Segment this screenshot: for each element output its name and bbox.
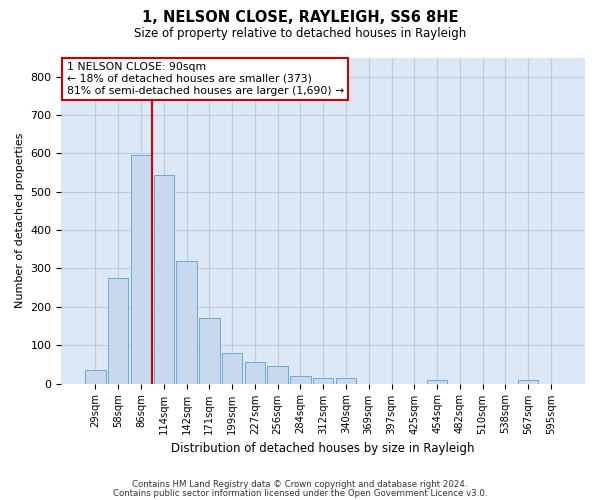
Text: Contains HM Land Registry data © Crown copyright and database right 2024.: Contains HM Land Registry data © Crown c… bbox=[132, 480, 468, 489]
Y-axis label: Number of detached properties: Number of detached properties bbox=[15, 133, 25, 308]
Text: Contains public sector information licensed under the Open Government Licence v3: Contains public sector information licen… bbox=[113, 489, 487, 498]
Bar bbox=[518, 380, 538, 384]
Bar bbox=[268, 366, 288, 384]
Bar bbox=[222, 353, 242, 384]
Bar bbox=[199, 318, 220, 384]
Text: Size of property relative to detached houses in Rayleigh: Size of property relative to detached ho… bbox=[134, 28, 466, 40]
Bar bbox=[176, 261, 197, 384]
Bar bbox=[290, 376, 311, 384]
Bar bbox=[154, 174, 174, 384]
Bar bbox=[313, 378, 334, 384]
Bar bbox=[108, 278, 128, 384]
Text: 1, NELSON CLOSE, RAYLEIGH, SS6 8HE: 1, NELSON CLOSE, RAYLEIGH, SS6 8HE bbox=[142, 10, 458, 25]
X-axis label: Distribution of detached houses by size in Rayleigh: Distribution of detached houses by size … bbox=[172, 442, 475, 455]
Bar bbox=[336, 378, 356, 384]
Text: 1 NELSON CLOSE: 90sqm
← 18% of detached houses are smaller (373)
81% of semi-det: 1 NELSON CLOSE: 90sqm ← 18% of detached … bbox=[67, 62, 344, 96]
Bar bbox=[85, 370, 106, 384]
Bar bbox=[427, 380, 448, 384]
Bar bbox=[245, 362, 265, 384]
Bar bbox=[131, 156, 151, 384]
